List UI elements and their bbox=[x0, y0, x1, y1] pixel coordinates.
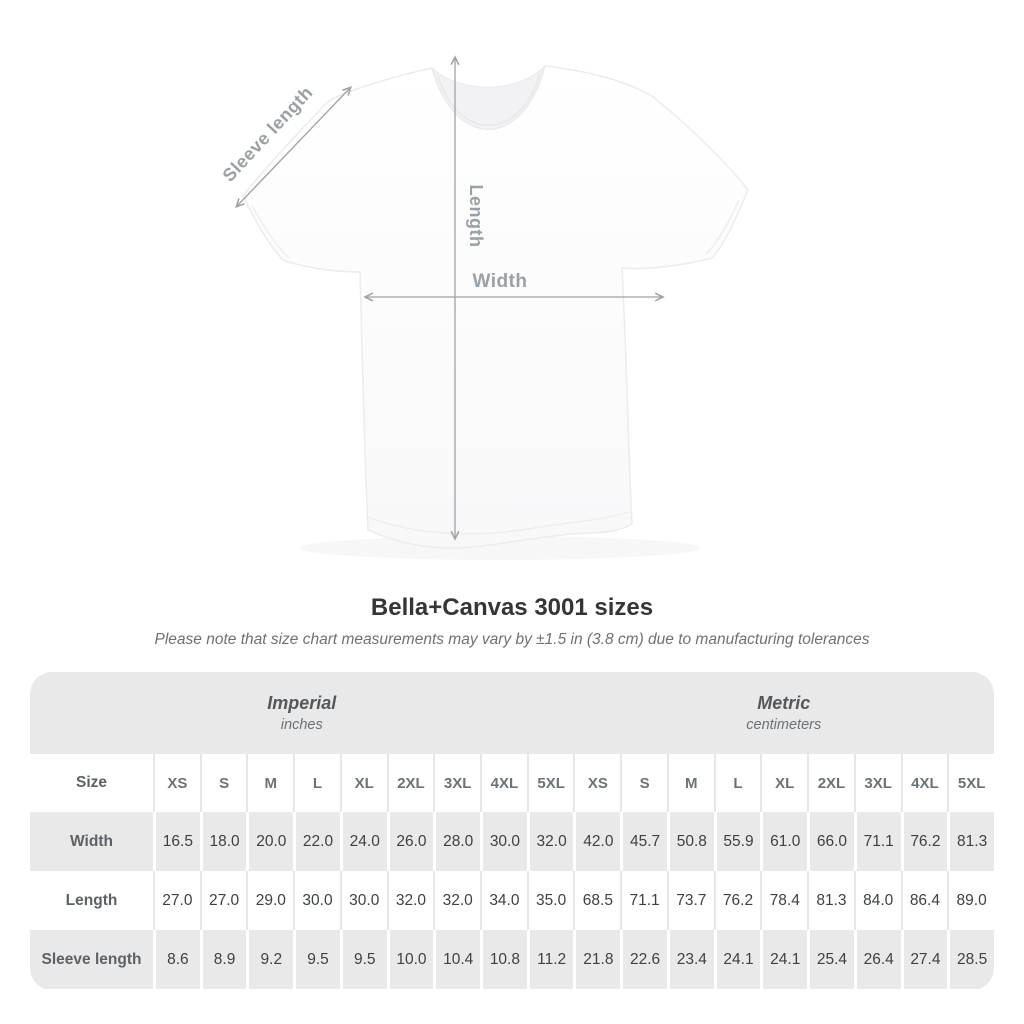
imperial-value-cell: 32.0 bbox=[433, 871, 480, 930]
width-label: Width bbox=[472, 271, 527, 292]
imperial-size-col-header: M bbox=[246, 754, 293, 812]
imperial-value-cell: 30.0 bbox=[339, 871, 387, 930]
metric-unit-label: centimeters bbox=[746, 717, 822, 733]
metric-value-cell: 28.5 bbox=[947, 930, 994, 989]
metric-size-col-header: 5XL bbox=[947, 754, 994, 812]
imperial-size-col-header: XS bbox=[153, 754, 200, 812]
metric-value-cell: 89.0 bbox=[947, 871, 994, 930]
imperial-size-col-header: S bbox=[199, 754, 247, 812]
size-header-label: Size bbox=[75, 774, 107, 791]
imperial-value-cell: 27.0 bbox=[199, 871, 247, 930]
size-header-row: Size XS S M L XL 2XL 3XL 4XL 5XL XS S M L XL 2XL 3XL 4XL 5… bbox=[30, 754, 994, 812]
imperial-value-cell: 32.0 bbox=[386, 871, 434, 930]
imperial-value-cell: 10.8 bbox=[480, 930, 527, 989]
metric-value-cell: 71.1 bbox=[620, 871, 667, 930]
imperial-value-cell: 28.0 bbox=[433, 812, 480, 871]
metric-value-cell: 24.1 bbox=[713, 930, 761, 989]
imperial-size-col-header: 5XL bbox=[526, 754, 574, 812]
imperial-unit-label: inches bbox=[280, 717, 323, 733]
row-label: Length bbox=[65, 891, 118, 909]
tshirt-measurement-diagram: Sleeve length Length Width bbox=[218, 55, 749, 549]
metric-value-cell: 66.0 bbox=[807, 812, 854, 871]
units-header-row: Imperial inches Metric centimeters bbox=[30, 672, 994, 754]
tshirt-image bbox=[242, 64, 749, 549]
imperial-value-cell: 8.6 bbox=[153, 930, 200, 989]
imperial-value-cell: 10.0 bbox=[386, 930, 434, 989]
imperial-value-cell: 8.9 bbox=[199, 930, 247, 989]
metric-value-cell: 42.0 bbox=[573, 812, 620, 871]
imperial-value-cell: 27.0 bbox=[153, 871, 200, 930]
metric-value-cell: 84.0 bbox=[853, 871, 901, 930]
imperial-value-cell: 22.0 bbox=[293, 812, 340, 871]
imperial-size-col-header: L bbox=[293, 754, 340, 812]
metric-size-col-header: 4XL bbox=[900, 754, 948, 812]
metric-value-cell: 50.8 bbox=[666, 812, 714, 871]
metric-size-col-header: 2XL bbox=[807, 754, 854, 812]
size-table: Imperial inches Metric centimeters Size X… bbox=[30, 672, 994, 990]
length-label: Length bbox=[466, 185, 486, 248]
imperial-value-cell: 10.4 bbox=[433, 930, 480, 989]
metric-value-cell: 81.3 bbox=[807, 871, 854, 930]
imperial-label: Imperial bbox=[267, 693, 337, 713]
metric-value-cell: 68.5 bbox=[573, 871, 620, 930]
imperial-value-cell: 9.5 bbox=[293, 930, 340, 989]
metric-label: Metric bbox=[757, 693, 811, 713]
imperial-value-cell: 30.0 bbox=[480, 812, 527, 871]
imperial-value-cell: 16.5 bbox=[153, 812, 200, 871]
imperial-value-cell: 32.0 bbox=[526, 812, 574, 871]
imperial-value-cell: 9.2 bbox=[246, 930, 293, 989]
metric-value-cell: 22.6 bbox=[620, 930, 667, 989]
imperial-value-cell: 24.0 bbox=[339, 812, 387, 871]
metric-value-cell: 86.4 bbox=[900, 871, 948, 930]
metric-group-header: Metric centimeters bbox=[574, 672, 995, 754]
imperial-size-col-header: 2XL bbox=[386, 754, 434, 812]
row-label: Sleeve length bbox=[41, 950, 142, 968]
metric-size-col-header: L bbox=[713, 754, 761, 812]
imperial-value-cell: 29.0 bbox=[246, 871, 293, 930]
imperial-size-col-header: XL bbox=[339, 754, 387, 812]
metric-value-cell: 81.3 bbox=[947, 812, 994, 871]
metric-value-cell: 26.4 bbox=[853, 930, 901, 989]
metric-size-col-header: XS bbox=[573, 754, 620, 812]
measurement-row: Width 16.5 18.0 20.0 22.0 24.0 26.0 28.0 30.0 32.… bbox=[30, 812, 994, 871]
imperial-value-cell: 34.0 bbox=[480, 871, 527, 930]
row-label: Width bbox=[70, 832, 113, 850]
measurement-lines bbox=[235, 55, 665, 541]
size-table-body: Size XS S M L XL 2XL 3XL 4XL 5XL XS S M L XL 2XL 3XL 4XL 5… bbox=[30, 754, 994, 989]
metric-value-cell: 76.2 bbox=[713, 871, 761, 930]
metric-value-cell: 45.7 bbox=[620, 812, 667, 871]
metric-value-cell: 61.0 bbox=[760, 812, 807, 871]
metric-value-cell: 78.4 bbox=[760, 871, 807, 930]
metric-value-cell: 76.2 bbox=[900, 812, 948, 871]
imperial-value-cell: 11.2 bbox=[526, 930, 574, 989]
page-title: Bella+Canvas 3001 sizes bbox=[370, 594, 654, 621]
measurement-row: Sleeve length 8.6 8.9 9.2 9.5 9.5 10.0 10.4 10.8… bbox=[30, 930, 994, 989]
imperial-value-cell: 20.0 bbox=[246, 812, 293, 871]
imperial-value-cell: 35.0 bbox=[526, 871, 574, 930]
imperial-value-cell: 30.0 bbox=[293, 871, 340, 930]
metric-size-col-header: 3XL bbox=[853, 754, 901, 812]
imperial-value-cell: 18.0 bbox=[199, 812, 247, 871]
metric-value-cell: 73.7 bbox=[666, 871, 714, 930]
imperial-group-header: Imperial inches bbox=[30, 672, 574, 754]
metric-value-cell: 24.1 bbox=[760, 930, 807, 989]
metric-value-cell: 27.4 bbox=[900, 930, 948, 989]
tolerance-note: Please note that size chart measurements… bbox=[154, 631, 870, 648]
imperial-size-col-header: 4XL bbox=[480, 754, 527, 812]
imperial-value-cell: 9.5 bbox=[339, 930, 387, 989]
measurement-row: Length 27.0 27.0 29.0 30.0 30.0 32.0 32.0 34.0 35… bbox=[30, 871, 994, 930]
metric-value-cell: 23.4 bbox=[666, 930, 714, 989]
metric-value-cell: 21.8 bbox=[573, 930, 620, 989]
metric-value-cell: 55.9 bbox=[713, 812, 761, 871]
metric-value-cell: 25.4 bbox=[807, 930, 854, 989]
metric-size-col-header: M bbox=[666, 754, 714, 812]
metric-size-col-header: S bbox=[620, 754, 667, 812]
imperial-value-cell: 26.0 bbox=[386, 812, 434, 871]
metric-size-col-header: XL bbox=[760, 754, 807, 812]
sleeve-length-arrow bbox=[235, 86, 352, 208]
metric-value-cell: 71.1 bbox=[853, 812, 901, 871]
imperial-size-col-header: 3XL bbox=[433, 754, 480, 812]
